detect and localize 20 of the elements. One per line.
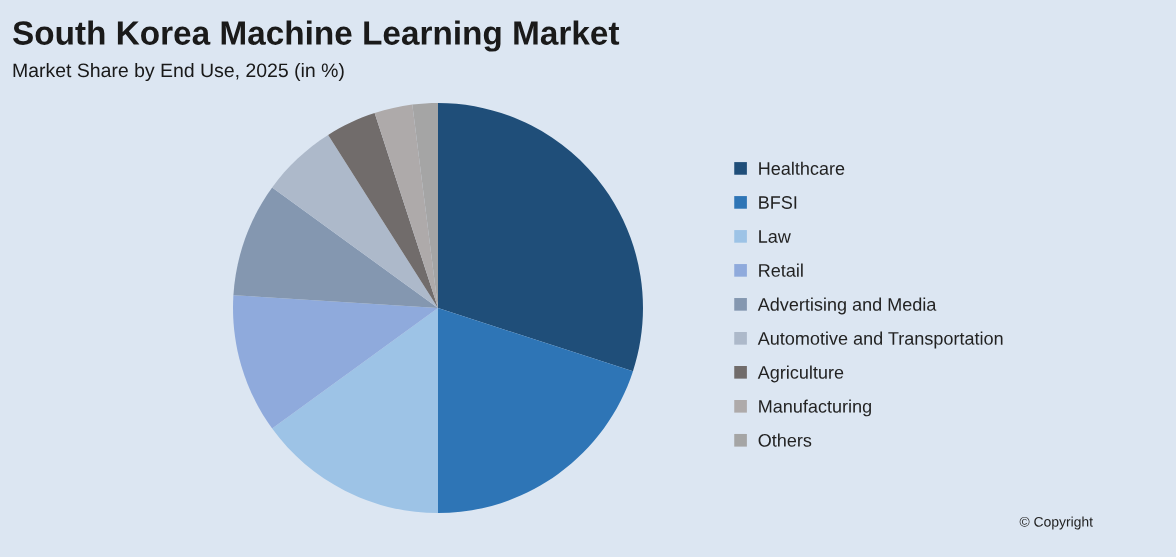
pie-slice (233, 295, 438, 429)
legend-label: Automotive and Transportation (757, 331, 1003, 349)
legend-label: BFSI (759, 196, 797, 209)
chart-title: South Korea Machine Learning Market (12, 20, 620, 52)
text: © Copyright (1019, 516, 1093, 530)
pie-slice (438, 308, 633, 513)
legend-label: Others (758, 433, 812, 447)
legend-label: Healthcare (759, 161, 845, 175)
pie-slice (328, 113, 438, 308)
pie-slice (233, 187, 438, 308)
pie-slice (438, 103, 643, 372)
pie-slice (272, 308, 438, 513)
legend-label: Agriculture (757, 365, 844, 383)
pie-slice (272, 134, 438, 308)
legend-label: Retail (759, 263, 803, 277)
legend-label: Law (759, 230, 791, 243)
legend-label: Manufacturing (759, 399, 871, 417)
chart-subtitle: Market Share by End Use, 2025 (in %) (13, 62, 344, 82)
pie-slice (374, 104, 438, 308)
legend-label: Advertising and Media (757, 297, 937, 315)
